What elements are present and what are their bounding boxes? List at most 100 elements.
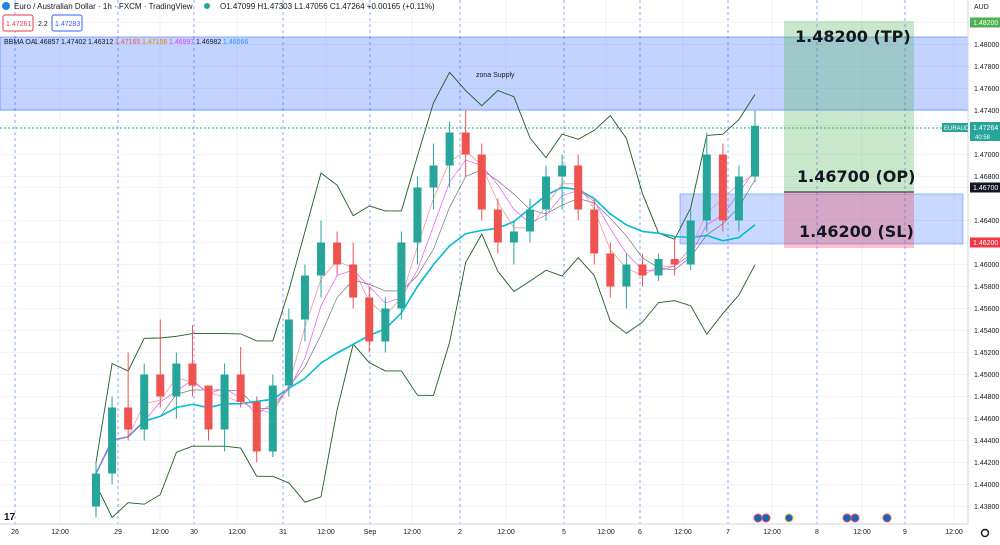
price-badge-label: 1.48200 [973, 20, 998, 27]
candle-body [124, 407, 133, 430]
current-price: 1.47264 [973, 125, 998, 132]
price-tick-label: 1.46400 [974, 218, 999, 225]
candle-body [670, 259, 679, 265]
price-axis[interactable]: AUD 1.48200 1.48000 1.47800 1.47600 1.47400 1… [942, 0, 1000, 524]
indicator-value: 1.46312 [88, 39, 113, 46]
flag-icon[interactable] [753, 513, 763, 523]
current-price-badge [970, 122, 1000, 141]
candle-body [108, 407, 117, 474]
candle-body [172, 363, 181, 397]
candle-body [220, 374, 229, 430]
tp-label: 1.48200 (TP) [795, 27, 911, 46]
price-badge [970, 237, 1000, 248]
spread-value: 2.2 [38, 21, 48, 28]
indicator-value: 1.46857 [34, 39, 59, 46]
flag-icon[interactable] [761, 513, 771, 523]
tradingview-logo: 17 [4, 512, 16, 523]
time-axis[interactable]: 26 12:00 29 12:00 30 12:00 31 12:00 Sep 12:00 2 12:… [0, 512, 990, 538]
price-badge-label: 1.46200 [973, 240, 998, 247]
candle-body [493, 209, 502, 243]
candle-body [654, 259, 663, 276]
price-tick-label: 1.44000 [974, 482, 999, 489]
price-tick-label: 1.46000 [974, 262, 999, 269]
price-tick-label: 1.45000 [974, 372, 999, 379]
current-symbol: EURAUD [944, 126, 970, 132]
candle-body [300, 275, 309, 320]
time-tick-label: 12:00 [51, 529, 69, 536]
event-icons [753, 513, 892, 523]
indicator-value: 1.46982 [196, 39, 221, 46]
currency-label: AUD [974, 4, 989, 11]
price-badge [970, 17, 1000, 28]
time-tick-label: 12:00 [403, 529, 421, 536]
candle-body [686, 220, 695, 265]
candle-body [461, 132, 470, 155]
profit-zone [784, 21, 914, 192]
current-symbol-badge [942, 123, 968, 132]
price-tick-label: 1.47800 [974, 64, 999, 71]
time-tick-label: 12:00 [497, 529, 515, 536]
symbol-flag-icon [2, 2, 10, 10]
lower-band [95, 233, 756, 519]
candle-body [140, 374, 149, 430]
candle-body [702, 154, 711, 221]
candle-body [268, 385, 277, 452]
supply-zone-label: zona Supply [476, 72, 515, 79]
supply-zone [0, 36, 969, 111]
time-tick-label: 8 [815, 529, 819, 536]
indicator-value: 1.46566 [223, 39, 248, 46]
bar-countdown: 40:58 [975, 135, 991, 141]
candle-body [734, 176, 743, 221]
price-badge-label: 1.46700 [973, 185, 998, 192]
time-tick-label: 12:00 [597, 529, 615, 536]
candle-body [236, 374, 245, 402]
candle-body [622, 264, 631, 287]
candle-body [156, 374, 165, 397]
candle-body [349, 264, 358, 298]
buy-button[interactable] [51, 14, 83, 32]
candle-body [477, 154, 486, 210]
price-tick-label: 1.45600 [974, 306, 999, 313]
time-tick-label: 12:00 [674, 529, 692, 536]
candle-body [92, 473, 100, 507]
time-tick-label: 30 [190, 529, 198, 536]
plot-background [0, 0, 968, 524]
candle-body [751, 125, 759, 177]
settings-gear-icon[interactable] [980, 528, 990, 538]
price-tick-label: 1.47600 [974, 86, 999, 93]
indicator-name: BBMA OA [4, 39, 36, 46]
price-tick-label: 1.46800 [974, 174, 999, 181]
candle-body [558, 165, 567, 177]
candle-body [284, 319, 293, 386]
candle-body [590, 209, 599, 254]
time-tick-label: 6 [638, 529, 642, 536]
flag-icon[interactable] [842, 513, 852, 523]
flag-icon[interactable] [882, 513, 892, 523]
grid [0, 0, 968, 524]
price-tick-label: 1.45800 [974, 284, 999, 291]
candle-body [381, 308, 390, 342]
price-tick-label: 1.44600 [974, 416, 999, 423]
sell-price: 1.47261 [6, 21, 31, 28]
time-tick-label: 29 [114, 529, 122, 536]
time-tick-label: 12:00 [763, 529, 781, 536]
time-tick-label: 12:00 [945, 529, 963, 536]
price-tick-label: 1.44400 [974, 438, 999, 445]
indicator-legend: BBMA OA 1.46857 1.47402 1.46312 1.47165 1.47… [4, 39, 248, 46]
op-label: 1.46700 (OP) [797, 167, 915, 186]
candle-body [509, 231, 518, 243]
time-tick-label: 2 [458, 529, 462, 536]
sell-button[interactable] [2, 14, 34, 32]
sl-label: 1.46200 (SL) [799, 222, 914, 241]
demand-zone [679, 193, 964, 245]
candle-body [574, 165, 583, 210]
price-tick-label: 1.45200 [974, 350, 999, 357]
indicator-value: 1.47402 [61, 39, 86, 46]
flag-icon[interactable] [850, 513, 860, 523]
price-tick-label: 1.44200 [974, 460, 999, 467]
flag-icon[interactable] [784, 513, 794, 523]
candle-body [413, 187, 422, 243]
indicator-value: 1.47165 [115, 39, 140, 46]
